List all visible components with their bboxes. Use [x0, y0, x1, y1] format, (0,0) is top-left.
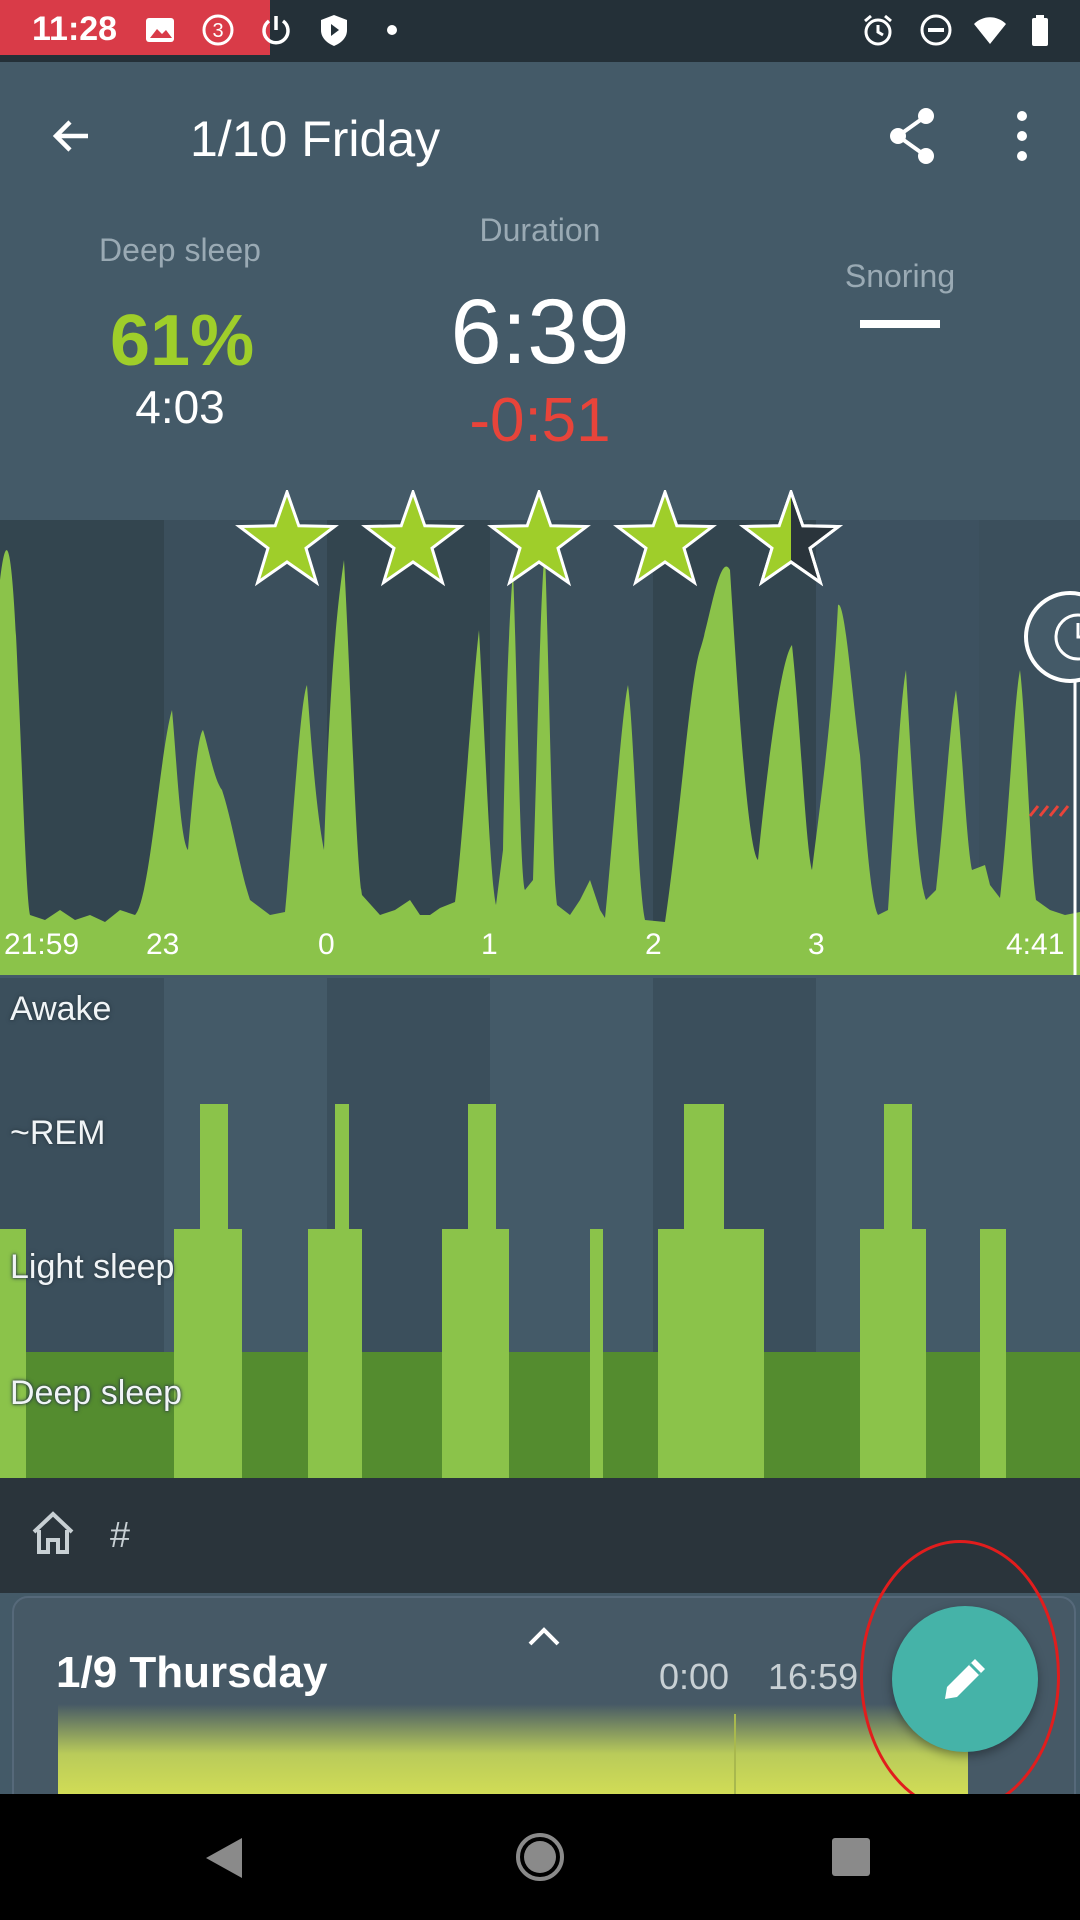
x-tick-label: 2: [645, 928, 662, 961]
clock-face: [1054, 613, 1080, 661]
snore-marker: [1028, 805, 1070, 817]
stage-label-light: Light sleep: [10, 1248, 175, 1286]
card-sleep-graph: [58, 1704, 968, 1804]
notification-count-icon: 3: [202, 14, 234, 46]
stage-label-deep: Deep sleep: [10, 1374, 183, 1412]
deep-sleep-percent: 61%: [110, 301, 255, 381]
card-start-time: 0:00: [659, 1656, 730, 1697]
x-tick-label: 1: [481, 928, 498, 961]
snoring-value: [860, 320, 940, 328]
rating-star-partial-fill: [743, 492, 791, 583]
nav-home-icon[interactable]: [515, 1832, 565, 1882]
home-tag-icon[interactable]: [28, 1508, 78, 1558]
more-options-icon[interactable]: [1006, 108, 1038, 164]
highlight-annotation-circle: [860, 1540, 1060, 1812]
battery-icon: [1032, 15, 1048, 46]
hashtag-label[interactable]: #: [110, 1514, 131, 1555]
star-rating: [235, 490, 843, 587]
nav-back-icon[interactable]: [204, 1836, 244, 1880]
chevron-up-icon[interactable]: [526, 1624, 562, 1648]
rating-star: [613, 490, 717, 587]
sleep-stage-chart: [0, 978, 1080, 1478]
duration-value: 6:39: [450, 281, 630, 383]
do-not-disturb-icon: [920, 14, 952, 46]
card-title: 1/9 Thursday: [56, 1648, 328, 1697]
clock-icon[interactable]: [1024, 591, 1080, 683]
duration-label: Duration: [479, 212, 601, 248]
hypnogram-band: [0, 978, 164, 1352]
wifi-icon: [974, 17, 1006, 44]
nav-recents-icon[interactable]: [830, 1836, 872, 1878]
status-bar: 11:28 3: [0, 0, 1080, 62]
status-highlight: [0, 0, 270, 55]
shield-play-icon: [321, 15, 347, 46]
dot-icon: [387, 25, 397, 35]
x-tick-label: 21:59: [4, 928, 80, 961]
stage-label-awake: Awake: [10, 990, 112, 1028]
x-tick-label: 23: [146, 928, 180, 961]
x-tick-label: 3: [808, 928, 825, 961]
deep-sleep-time: 4:03: [135, 381, 225, 433]
clock-hands: [1076, 623, 1080, 639]
rating-star: [235, 490, 339, 587]
status-time: 11:28: [32, 10, 118, 48]
snoring-label: Snoring: [844, 258, 956, 294]
system-nav-bar: [0, 1794, 1080, 1920]
back-arrow-icon[interactable]: [46, 110, 98, 162]
share-icon[interactable]: [884, 106, 940, 166]
rating-star-outline: [739, 490, 843, 587]
rating-star: [361, 490, 465, 587]
alarm-icon: [864, 14, 892, 46]
page-title: 1/10 Friday: [190, 111, 441, 167]
stage-label-rem: ~REM: [10, 1114, 106, 1152]
duration-diff: -0:51: [469, 386, 611, 455]
activity-area: [0, 550, 1080, 975]
stage-bars: [0, 1104, 1006, 1478]
power-icon: [262, 16, 290, 45]
x-tick-label: 4:41: [1006, 928, 1065, 961]
deep-sleep-label: Deep sleep: [99, 232, 261, 268]
sleep-activity-chart: [0, 520, 1080, 975]
svg-text:3: 3: [212, 20, 223, 42]
rating-star: [487, 490, 591, 587]
image-icon: [146, 18, 174, 42]
card-end-time: 16:59: [768, 1656, 859, 1697]
app-bar: 1/10 Friday: [0, 62, 1080, 212]
x-tick-label: 0: [318, 928, 335, 961]
